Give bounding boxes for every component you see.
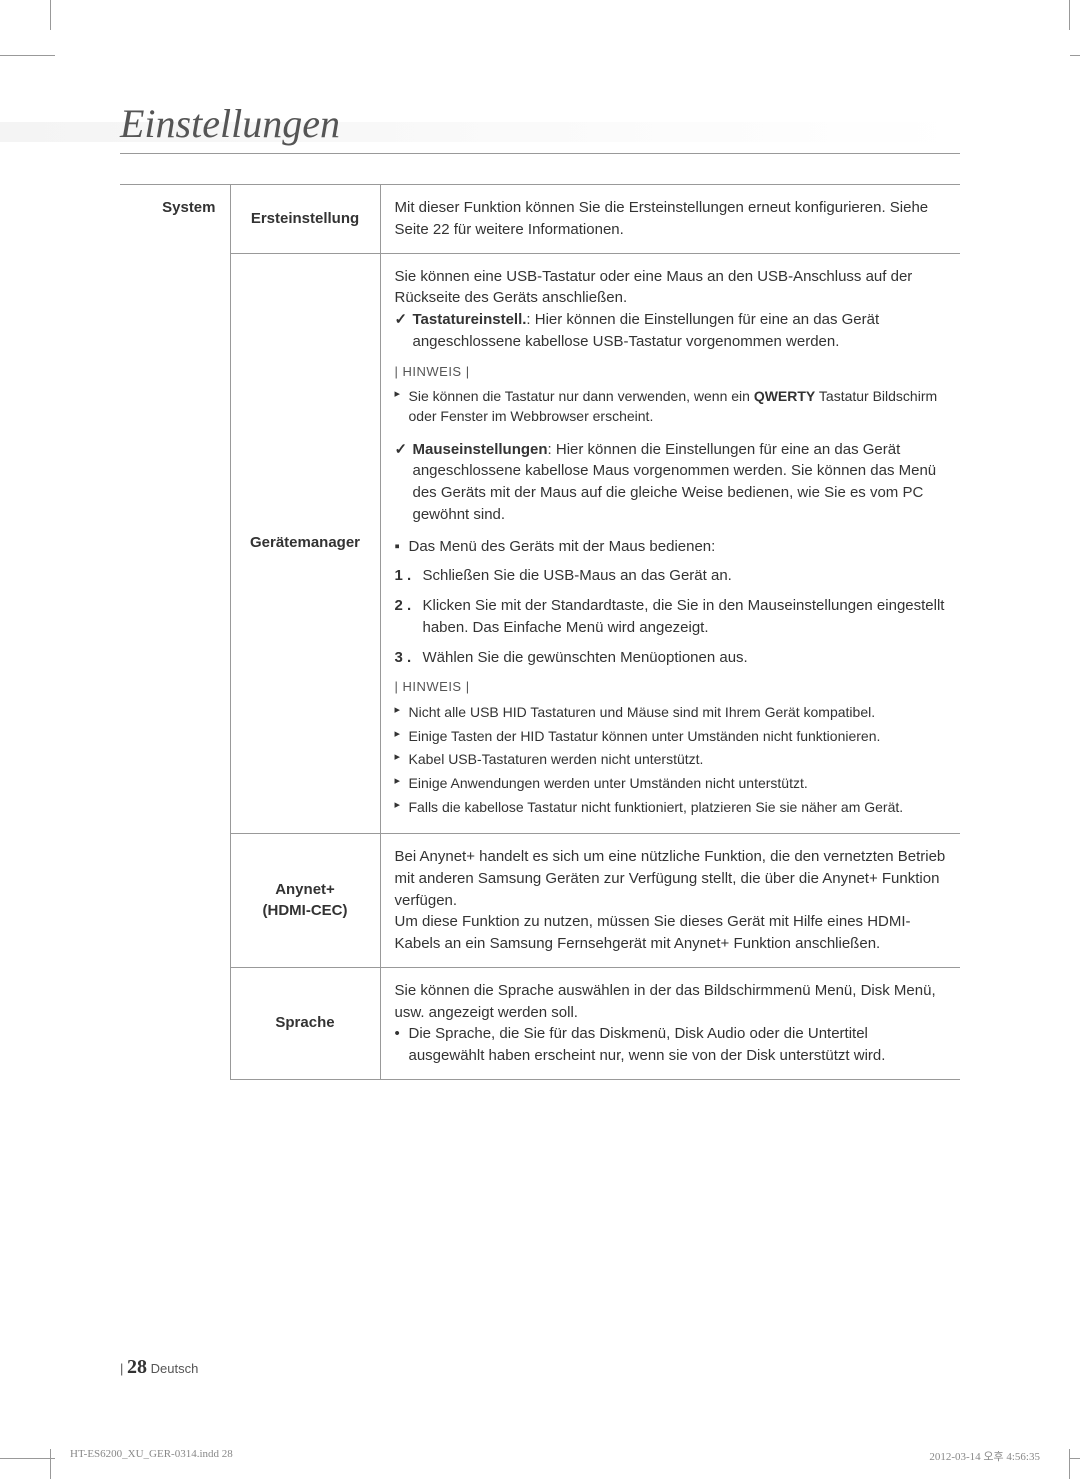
- hinweis1-a: Sie können die Tastatur nur dann verwend…: [409, 388, 754, 404]
- desc-ersteinstellung: Mit dieser Funktion können Sie die Erste…: [380, 185, 960, 254]
- settings-table: System Ersteinstellung Mit dieser Funkti…: [120, 184, 960, 1080]
- crop-mark: [1069, 1449, 1070, 1479]
- step-2: Klicken Sie mit der Standardtaste, die S…: [395, 595, 947, 639]
- note-4: Einige Anwendungen werden unter Umstände…: [395, 774, 947, 794]
- label-geraetemanager: Gerätemanager: [230, 253, 380, 834]
- hinweis-label-2: | HINWEIS |: [395, 678, 947, 697]
- crop-mark: [50, 0, 51, 30]
- crop-mark: [50, 1449, 51, 1479]
- print-filename: HT-ES6200_XU_GER-0314.indd 28: [70, 1448, 233, 1464]
- section-title: Einstellungen: [120, 100, 960, 154]
- desc-anynet: Bei Anynet+ handelt es sich um eine nütz…: [380, 834, 960, 968]
- category-cell: System: [120, 185, 230, 1080]
- row-geraetemanager: Gerätemanager Sie können eine USB-Tastat…: [120, 253, 960, 834]
- note-3: Kabel USB-Tastaturen werden nicht unters…: [395, 750, 947, 770]
- page-footer: | 28 Deutsch: [120, 1356, 198, 1379]
- page-content: Einstellungen System Ersteinstellung Mit…: [120, 100, 960, 1080]
- desc-geraetemanager: Sie können eine USB-Tastatur oder eine M…: [380, 253, 960, 834]
- note-5: Falls die kabellose Tastatur nicht funkt…: [395, 798, 947, 818]
- steps-list: Schließen Sie die USB-Maus an das Gerät …: [395, 565, 947, 668]
- crop-mark: [0, 55, 55, 56]
- print-footer: HT-ES6200_XU_GER-0314.indd 28 2012-03-14…: [70, 1448, 1040, 1464]
- hinweis-item-1: Sie können die Tastatur nur dann verwend…: [395, 387, 947, 426]
- row-ersteinstellung: System Ersteinstellung Mit dieser Funkti…: [120, 185, 960, 254]
- label-anynet: Anynet+ (HDMI-CEC): [230, 834, 380, 968]
- desc-sprache: Sie können die Sprache auswählen in der …: [380, 967, 960, 1079]
- hinweis-label-1: | HINWEIS |: [395, 363, 947, 382]
- tastatur-item: Tastatureinstell.: Hier können die Einst…: [395, 309, 947, 353]
- anynet-desc2: Um diese Funktion zu nutzen, müssen Sie …: [395, 911, 947, 955]
- page-number: 28: [127, 1356, 147, 1378]
- step-3: Wählen Sie die gewünschten Menüoptionen …: [395, 647, 947, 669]
- tastatur-label: Tastatureinstell.: [413, 311, 527, 328]
- crop-mark: [1070, 55, 1080, 56]
- maus-label: Mauseinstellungen: [413, 441, 548, 458]
- crop-mark: [1070, 1458, 1080, 1459]
- anynet-line1: Anynet+: [245, 879, 366, 901]
- sprache-bullet: Die Sprache, die Sie für das Diskmenü, D…: [395, 1023, 947, 1067]
- label-ersteinstellung: Ersteinstellung: [230, 185, 380, 254]
- note-2: Einige Tasten der HID Tastatur können un…: [395, 727, 947, 747]
- footer-lang: Deutsch: [151, 1361, 199, 1376]
- maus-item: Mauseinstellungen: Hier können die Einst…: [395, 439, 947, 526]
- menu-heading: Das Menü des Geräts mit der Maus bediene…: [395, 536, 947, 558]
- sprache-desc: Sie können die Sprache auswählen in der …: [395, 980, 947, 1024]
- anynet-line2: (HDMI-CEC): [245, 900, 366, 922]
- note-1: Nicht alle USB HID Tastaturen und Mäuse …: [395, 703, 947, 723]
- row-sprache: Sprache Sie können die Sprache auswählen…: [120, 967, 960, 1079]
- row-anynet: Anynet+ (HDMI-CEC) Bei Anynet+ handelt e…: [120, 834, 960, 968]
- anynet-desc1: Bei Anynet+ handelt es sich um eine nütz…: [395, 846, 947, 911]
- crop-mark: [1069, 0, 1070, 30]
- footer-divider: |: [120, 1361, 123, 1376]
- label-sprache: Sprache: [230, 967, 380, 1079]
- geraetemanager-intro: Sie können eine USB-Tastatur oder eine M…: [395, 266, 947, 310]
- print-timestamp: 2012-03-14 오후 4:56:35: [929, 1448, 1040, 1464]
- crop-mark: [0, 1458, 55, 1459]
- step-1: Schließen Sie die USB-Maus an das Gerät …: [395, 565, 947, 587]
- hinweis1-b: QWERTY: [754, 388, 815, 404]
